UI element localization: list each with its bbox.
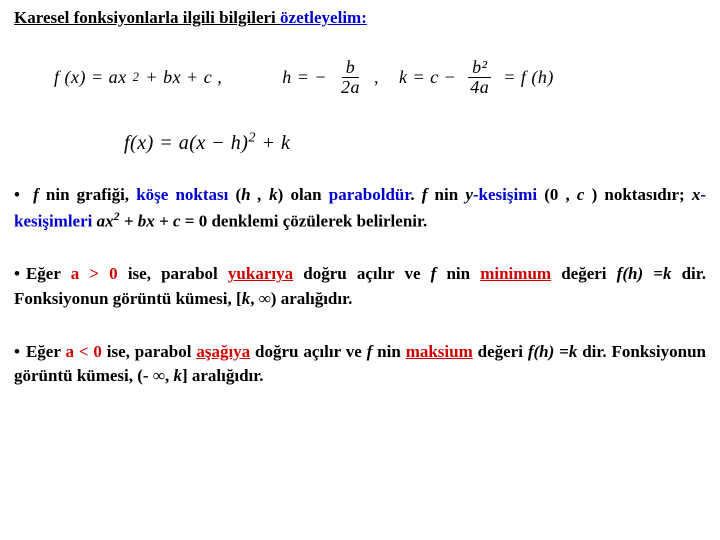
p2-s4: yukarıya (228, 264, 293, 283)
h-den: 2a (337, 78, 364, 97)
p2-s1: Eğer (26, 264, 71, 283)
p3-s9: değeri (473, 342, 528, 361)
p1-s1b: nin grafiği, (46, 185, 136, 204)
formula-standard-form: f (x) = ax 2 + bx + c , (54, 67, 222, 88)
title-text-1: Karesel fonksiyonlarla ilgili bilgileri (14, 8, 280, 27)
paragraph-1: • f nin grafiği, köşe noktası (h , k) ol… (14, 183, 706, 234)
p2-s13: , ∞) aralığıdır. (250, 289, 352, 308)
p1-s1m: (0 , (537, 185, 577, 204)
p3-s4: aşağıya (196, 342, 250, 361)
p1-s1e: h , k (241, 185, 277, 204)
p2-s5: doğru açılır ve (293, 264, 431, 283)
vf-sq: 2 (248, 131, 256, 146)
h-num: b (342, 58, 360, 78)
slide-title: Karesel fonksiyonlarla ilgili bilgileri … (14, 8, 706, 28)
p3-s5: doğru açılır ve (250, 342, 366, 361)
h-lhs: h = − (282, 67, 327, 88)
formula-line-1: f (x) = ax 2 + bx + c , h = − b 2a , k = … (54, 58, 706, 97)
p2-s12: k (242, 289, 251, 308)
p3-s10: f(h) =k (528, 342, 578, 361)
p3-s12: k (173, 366, 182, 385)
p2-s7: nin (436, 264, 480, 283)
formula-vertex-form: f(x) = a(x − h)2 + k (54, 131, 706, 156)
p3-s1: Eğer (26, 342, 66, 361)
title-text-2: özetleyelim: (280, 8, 367, 27)
vf-tail: + k (256, 132, 290, 154)
formula-h-k: h = − b 2a , k = c − b² 4a = f (h) (282, 58, 554, 97)
p3-s7: nin (372, 342, 405, 361)
p1-s1d: ( (228, 185, 241, 204)
p2-s3: ise, parabol (118, 264, 228, 283)
h-frac: b 2a (337, 58, 364, 97)
k-num: b² (468, 58, 491, 78)
vertex-form-wrap: f(x) = a(x − h)2 + k (124, 132, 290, 154)
p1-s1j: nin (427, 185, 465, 204)
p1-s1l: -kesişimi (473, 185, 537, 204)
p1-s1o: ) noktasıdır; (584, 185, 691, 204)
paragraph-2: • Eğer a > 0 ise, parabol yukarıya doğru … (14, 262, 706, 311)
p1-s1t: + bx + c (120, 212, 181, 231)
p1-s1u: = 0 denklemi çözülerek belirlenir. (181, 212, 428, 231)
p1-s1c: köşe noktası (136, 185, 228, 204)
k-tail: = f (h) (503, 67, 554, 88)
fx-eq: f (x) = ax (54, 67, 127, 88)
p1-s1g: paraboldür (329, 185, 411, 204)
p2-s8: minimum (480, 264, 551, 283)
k-den: 4a (466, 78, 493, 97)
p3-s8: maksium (406, 342, 473, 361)
vf-lhs: f(x) = a(x − h) (124, 132, 248, 154)
fx-sq: 2 (133, 70, 140, 85)
p1-s1h: . (410, 185, 421, 204)
p1-bullet: • (14, 185, 20, 204)
p2-bullet: • (14, 264, 20, 283)
p1-s1k: y (465, 185, 473, 204)
paragraph-3: • Eğer a < 0 ise, parabol aşağıya doğru a… (14, 340, 706, 389)
p1-s1a: f (26, 185, 46, 204)
fx-tail: + bx + c , (145, 67, 222, 88)
k-lhs: k = c − (399, 67, 456, 88)
hk-comma: , (374, 67, 379, 88)
k-frac: b² 4a (466, 58, 493, 97)
p3-bullet: • (14, 342, 20, 361)
p2-s10: f(h) =k (617, 264, 672, 283)
p3-s2: a < 0 (65, 342, 101, 361)
p1-s1s: ax (97, 212, 114, 231)
formula-block: f (x) = ax 2 + bx + c , h = − b 2a , k = … (54, 58, 706, 155)
p2-s2: a > 0 (71, 264, 118, 283)
p3-s3: ise, parabol (102, 342, 196, 361)
p2-s9: değeri (551, 264, 617, 283)
p3-s13: ] aralığıdır. (182, 366, 264, 385)
slide-page: Karesel fonksiyonlarla ilgili bilgileri … (0, 0, 720, 397)
p1-s1f: ) olan (278, 185, 329, 204)
